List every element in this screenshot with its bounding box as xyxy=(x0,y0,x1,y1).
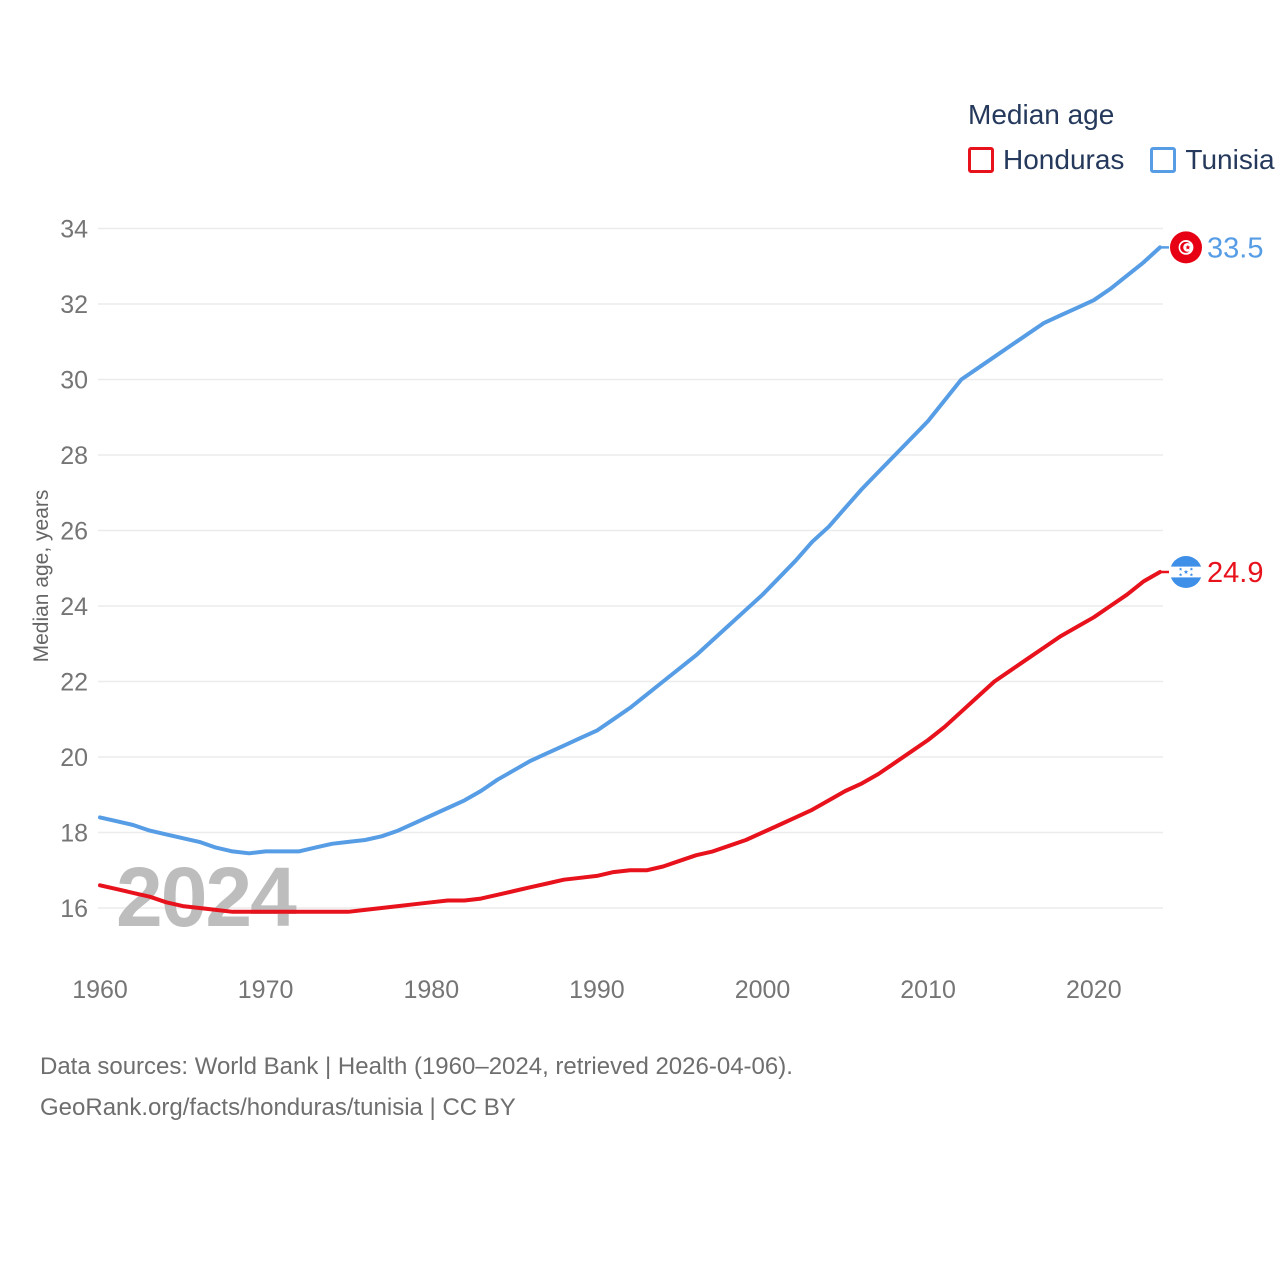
x-axis-labels: 1960 1970 1980 1990 2000 2010 2020 xyxy=(72,976,1121,1004)
legend: Median age Honduras Tunisia xyxy=(968,99,1275,176)
honduras-end-label: 24.9 xyxy=(1207,557,1263,589)
series-lines xyxy=(98,245,1162,914)
legend-label-tunisia: Tunisia xyxy=(1185,144,1275,175)
x-tick-label: 1980 xyxy=(403,976,459,1004)
y-tick-label: 28 xyxy=(60,442,88,470)
legend-items: Honduras Tunisia xyxy=(968,144,1275,176)
y-tick-label: 26 xyxy=(60,518,88,546)
y-tick-label: 32 xyxy=(60,291,88,319)
x-tick-label: 2000 xyxy=(735,976,791,1004)
legend-title: Median age xyxy=(968,99,1115,130)
end-annotations: 24.9 33.5 xyxy=(1160,231,1263,589)
x-tick-label: 1970 xyxy=(238,976,294,1004)
tunisia-flag-icon xyxy=(1170,231,1202,264)
tunisia-swatch-icon xyxy=(1150,147,1177,173)
footer: Data sources: World Bank | Health (1960–… xyxy=(40,1046,793,1128)
honduras-flag-icon xyxy=(1170,556,1202,588)
legend-item-honduras[interactable]: Honduras xyxy=(968,144,1124,176)
y-axis-title: Median age, years xyxy=(30,489,53,663)
x-tick-label: 1960 xyxy=(72,976,128,1004)
y-tick-label: 22 xyxy=(60,669,88,697)
median-age-chart: 16 18 20 22 24 26 28 30 32 34 1960 1970 1980 1990 200… xyxy=(60,216,1263,1005)
x-tick-label: 2010 xyxy=(900,976,956,1004)
x-tick-label: 1990 xyxy=(569,976,625,1004)
tunisia-line[interactable] xyxy=(98,245,1162,856)
legend-item-tunisia[interactable]: Tunisia xyxy=(1150,144,1275,176)
data-sources-line: Data sources: World Bank | Health (1960–… xyxy=(40,1053,793,1080)
tunisia-end-label: 33.5 xyxy=(1207,232,1263,264)
y-tick-label: 18 xyxy=(60,820,88,848)
y-tick-label: 24 xyxy=(60,593,88,621)
legend-label-honduras: Honduras xyxy=(1003,144,1125,175)
y-tick-label: 20 xyxy=(60,744,88,772)
attribution-line: GeoRank.org/facts/honduras/tunisia | CC … xyxy=(40,1094,516,1121)
honduras-line[interactable] xyxy=(98,570,1162,914)
y-tick-label: 34 xyxy=(60,216,88,244)
honduras-swatch-icon xyxy=(968,147,994,173)
y-tick-label: 30 xyxy=(60,367,88,395)
x-tick-label: 2020 xyxy=(1066,976,1122,1004)
y-axis-labels: 16 18 20 22 24 26 28 30 32 34 xyxy=(60,216,88,924)
gridlines xyxy=(98,227,1163,909)
y-tick-label: 16 xyxy=(60,895,88,923)
